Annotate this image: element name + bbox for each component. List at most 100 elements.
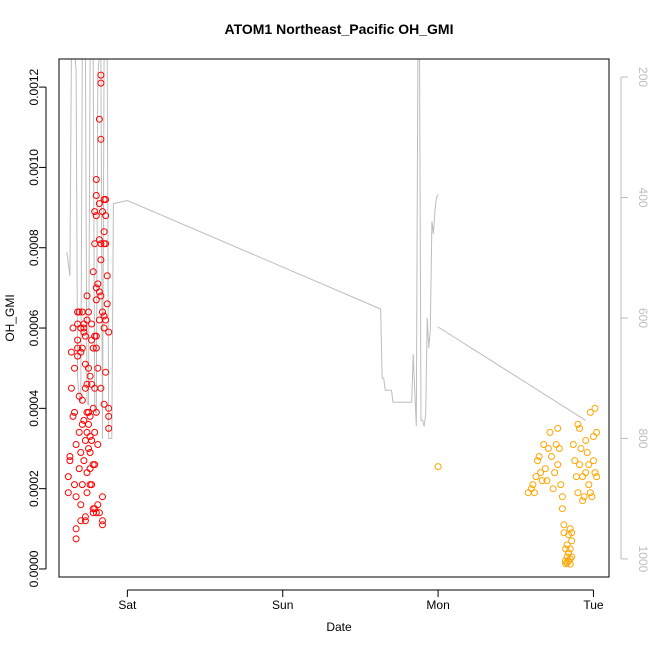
data-point: [579, 497, 587, 505]
data-point: [97, 135, 105, 143]
data-point: [72, 493, 80, 501]
data-point: [81, 513, 89, 521]
data-point: [568, 553, 576, 561]
data-point: [103, 300, 111, 308]
x-tick-label: Tue: [583, 598, 604, 612]
data-point: [88, 320, 96, 328]
chart-title: ATOM1 Northeast_Pacific OH_GMI: [225, 21, 454, 37]
data-point: [97, 256, 105, 264]
data-point: [95, 509, 103, 517]
data-point: [83, 489, 91, 497]
data-point: [102, 196, 110, 203]
data-point: [92, 408, 100, 416]
data-point: [105, 412, 113, 420]
data-point: [574, 489, 582, 497]
data-point: [102, 240, 110, 248]
data-point: [89, 344, 97, 352]
data-point: [100, 312, 108, 320]
pressure-line: [423, 194, 439, 427]
data-point: [537, 469, 545, 477]
data-point: [532, 473, 540, 481]
x-axis: Sat Sun Mon Tue: [118, 589, 604, 612]
data-point: [77, 348, 85, 356]
data-point: [92, 509, 100, 517]
y-tick-label: 0.0004: [27, 390, 41, 427]
data-point: [585, 461, 593, 469]
data-point: [566, 555, 574, 563]
data-point: [85, 408, 92, 416]
plot-frame: [58, 58, 610, 578]
data-point: [549, 485, 557, 493]
data-point: [560, 529, 568, 537]
data-point: [100, 228, 108, 236]
data-point: [580, 493, 588, 501]
data-point: [83, 316, 91, 324]
data-point: [80, 324, 88, 332]
data-point: [577, 445, 585, 452]
data-point: [71, 408, 78, 416]
data-point: [67, 384, 75, 392]
data-point: [593, 473, 601, 481]
data-point: [86, 412, 94, 420]
data-point: [85, 364, 92, 372]
data-point: [72, 525, 80, 533]
series-2: [434, 404, 601, 568]
data-point: [92, 192, 100, 199]
data-point: [78, 481, 86, 489]
data-point: [80, 457, 88, 465]
data-point: [91, 461, 99, 469]
data-point: [591, 404, 599, 412]
data-point: [92, 212, 100, 220]
data-point: [99, 517, 106, 525]
data-point: [95, 200, 103, 208]
pressure-line: [66, 59, 425, 439]
data-point: [105, 328, 113, 336]
data-point: [83, 292, 91, 300]
data-point: [64, 473, 72, 481]
data-point: [105, 424, 113, 432]
data-point: [529, 481, 537, 489]
data-point: [562, 557, 569, 565]
data-point: [81, 332, 89, 340]
series-1: [64, 71, 113, 543]
data-point: [434, 463, 442, 471]
y-right-tick-label: 800: [636, 428, 650, 448]
data-point: [97, 240, 105, 248]
pressure-line: [437, 326, 586, 421]
data-point: [99, 308, 106, 316]
data-point: [555, 445, 563, 452]
data-point: [95, 288, 103, 296]
data-point: [80, 416, 88, 424]
data-point: [593, 428, 601, 436]
data-point: [66, 453, 74, 460]
data-point: [80, 328, 88, 336]
data-point: [586, 408, 594, 416]
data-point: [102, 212, 110, 220]
data-point: [81, 384, 89, 392]
data-point: [92, 344, 100, 352]
data-point: [530, 489, 538, 497]
data-point: [588, 493, 596, 501]
data-point: [83, 380, 91, 388]
x-tick-label: Sun: [272, 598, 293, 612]
data-point: [97, 71, 105, 79]
data-point: [88, 481, 96, 489]
data-point: [541, 465, 549, 473]
data-point: [72, 441, 80, 448]
data-point: [544, 445, 552, 452]
data-point: [97, 79, 105, 87]
data-point: [591, 469, 599, 477]
data-point: [94, 501, 102, 509]
data-point: [99, 521, 106, 529]
data-point: [77, 449, 85, 456]
y-tick-label: 0.0012: [27, 68, 41, 105]
data-point: [74, 336, 82, 344]
data-point: [77, 501, 85, 509]
data-point: [92, 296, 100, 304]
data-point: [95, 236, 103, 244]
data-point: [551, 469, 559, 477]
data-point: [81, 517, 89, 525]
data-point: [568, 537, 576, 545]
data-point: [95, 115, 103, 123]
